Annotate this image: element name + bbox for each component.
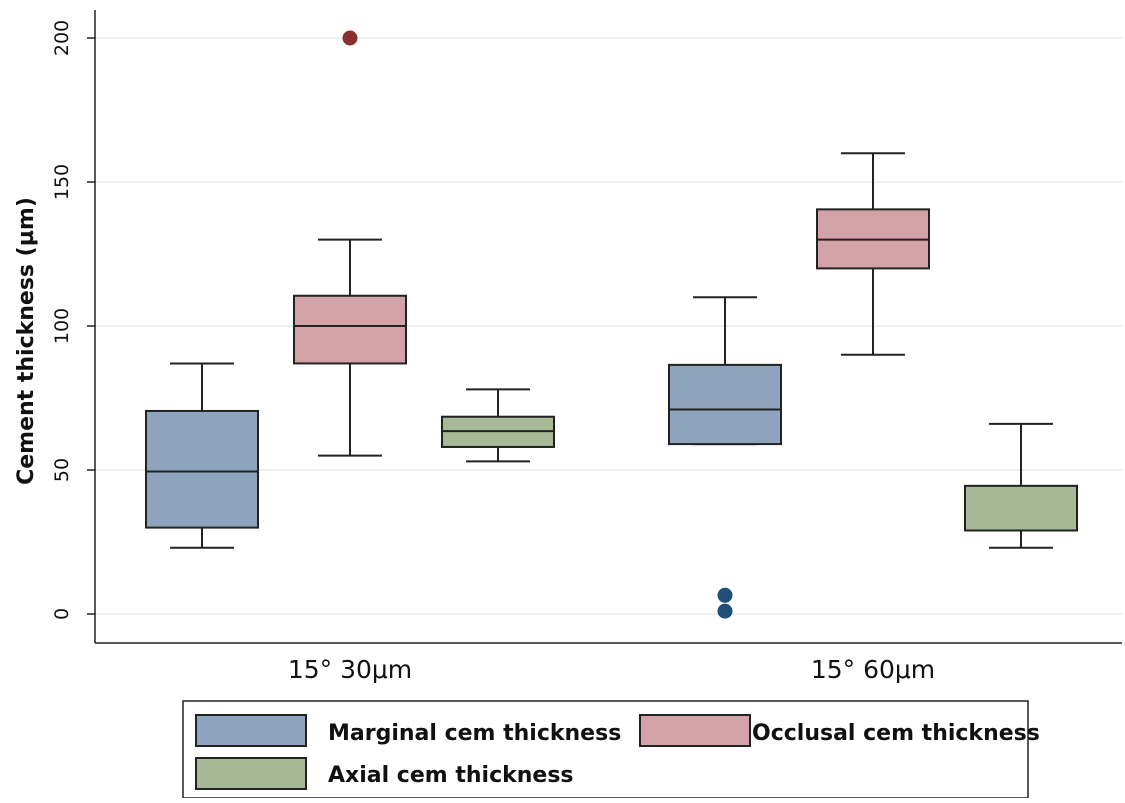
legend-swatch	[195, 714, 307, 747]
legend-item: Axial cem thickness	[195, 757, 574, 790]
legend-item: Occlusal cem thickness	[639, 714, 1040, 747]
x-category-label: 15° 30μm	[288, 655, 412, 684]
legend-swatch	[639, 714, 751, 747]
box-plot-marginal-cem-thickness	[668, 296, 782, 446]
iqr-box	[293, 294, 407, 365]
boxes	[145, 152, 1078, 549]
gridlines	[95, 37, 1122, 615]
x-category-label: 15° 60μm	[811, 655, 935, 684]
legend-label: Occlusal cem thickness	[752, 721, 1040, 746]
box-plot-axial-cem-thickness	[441, 388, 555, 463]
outliers	[342, 30, 733, 619]
box-plot-occlusal-cem-thickness	[816, 152, 930, 356]
y-tick-label: 0	[51, 608, 73, 620]
legend: Marginal cem thickness Occlusal cem thick…	[182, 700, 1040, 799]
iqr-box	[964, 484, 1078, 532]
iqr-box	[145, 409, 259, 529]
box-plot-occlusal-cem-thickness	[293, 238, 407, 457]
outlier-point	[342, 30, 358, 46]
legend-label: Axial cem thickness	[328, 763, 574, 788]
legend-swatch	[195, 757, 307, 790]
y-tick-label: 100	[51, 308, 73, 344]
outlier-point	[717, 603, 733, 619]
y-tick-label: 150	[51, 164, 73, 200]
legend-label: Marginal cem thickness	[328, 721, 621, 746]
axes: 0 50 100 150 200 15° 30μm 15° 60μm	[51, 10, 1122, 684]
box-plot-marginal-cem-thickness	[145, 362, 259, 549]
legend-frame	[182, 700, 1029, 799]
legend-item: Marginal cem thickness	[195, 714, 621, 747]
iqr-box	[668, 363, 782, 446]
y-tick-label: 50	[51, 458, 73, 482]
outlier-point	[717, 587, 733, 603]
y-axis-label: Cement thickness (µm)	[14, 197, 39, 485]
box-plot-axial-cem-thickness	[964, 422, 1078, 549]
y-tick-label: 200	[51, 20, 73, 56]
